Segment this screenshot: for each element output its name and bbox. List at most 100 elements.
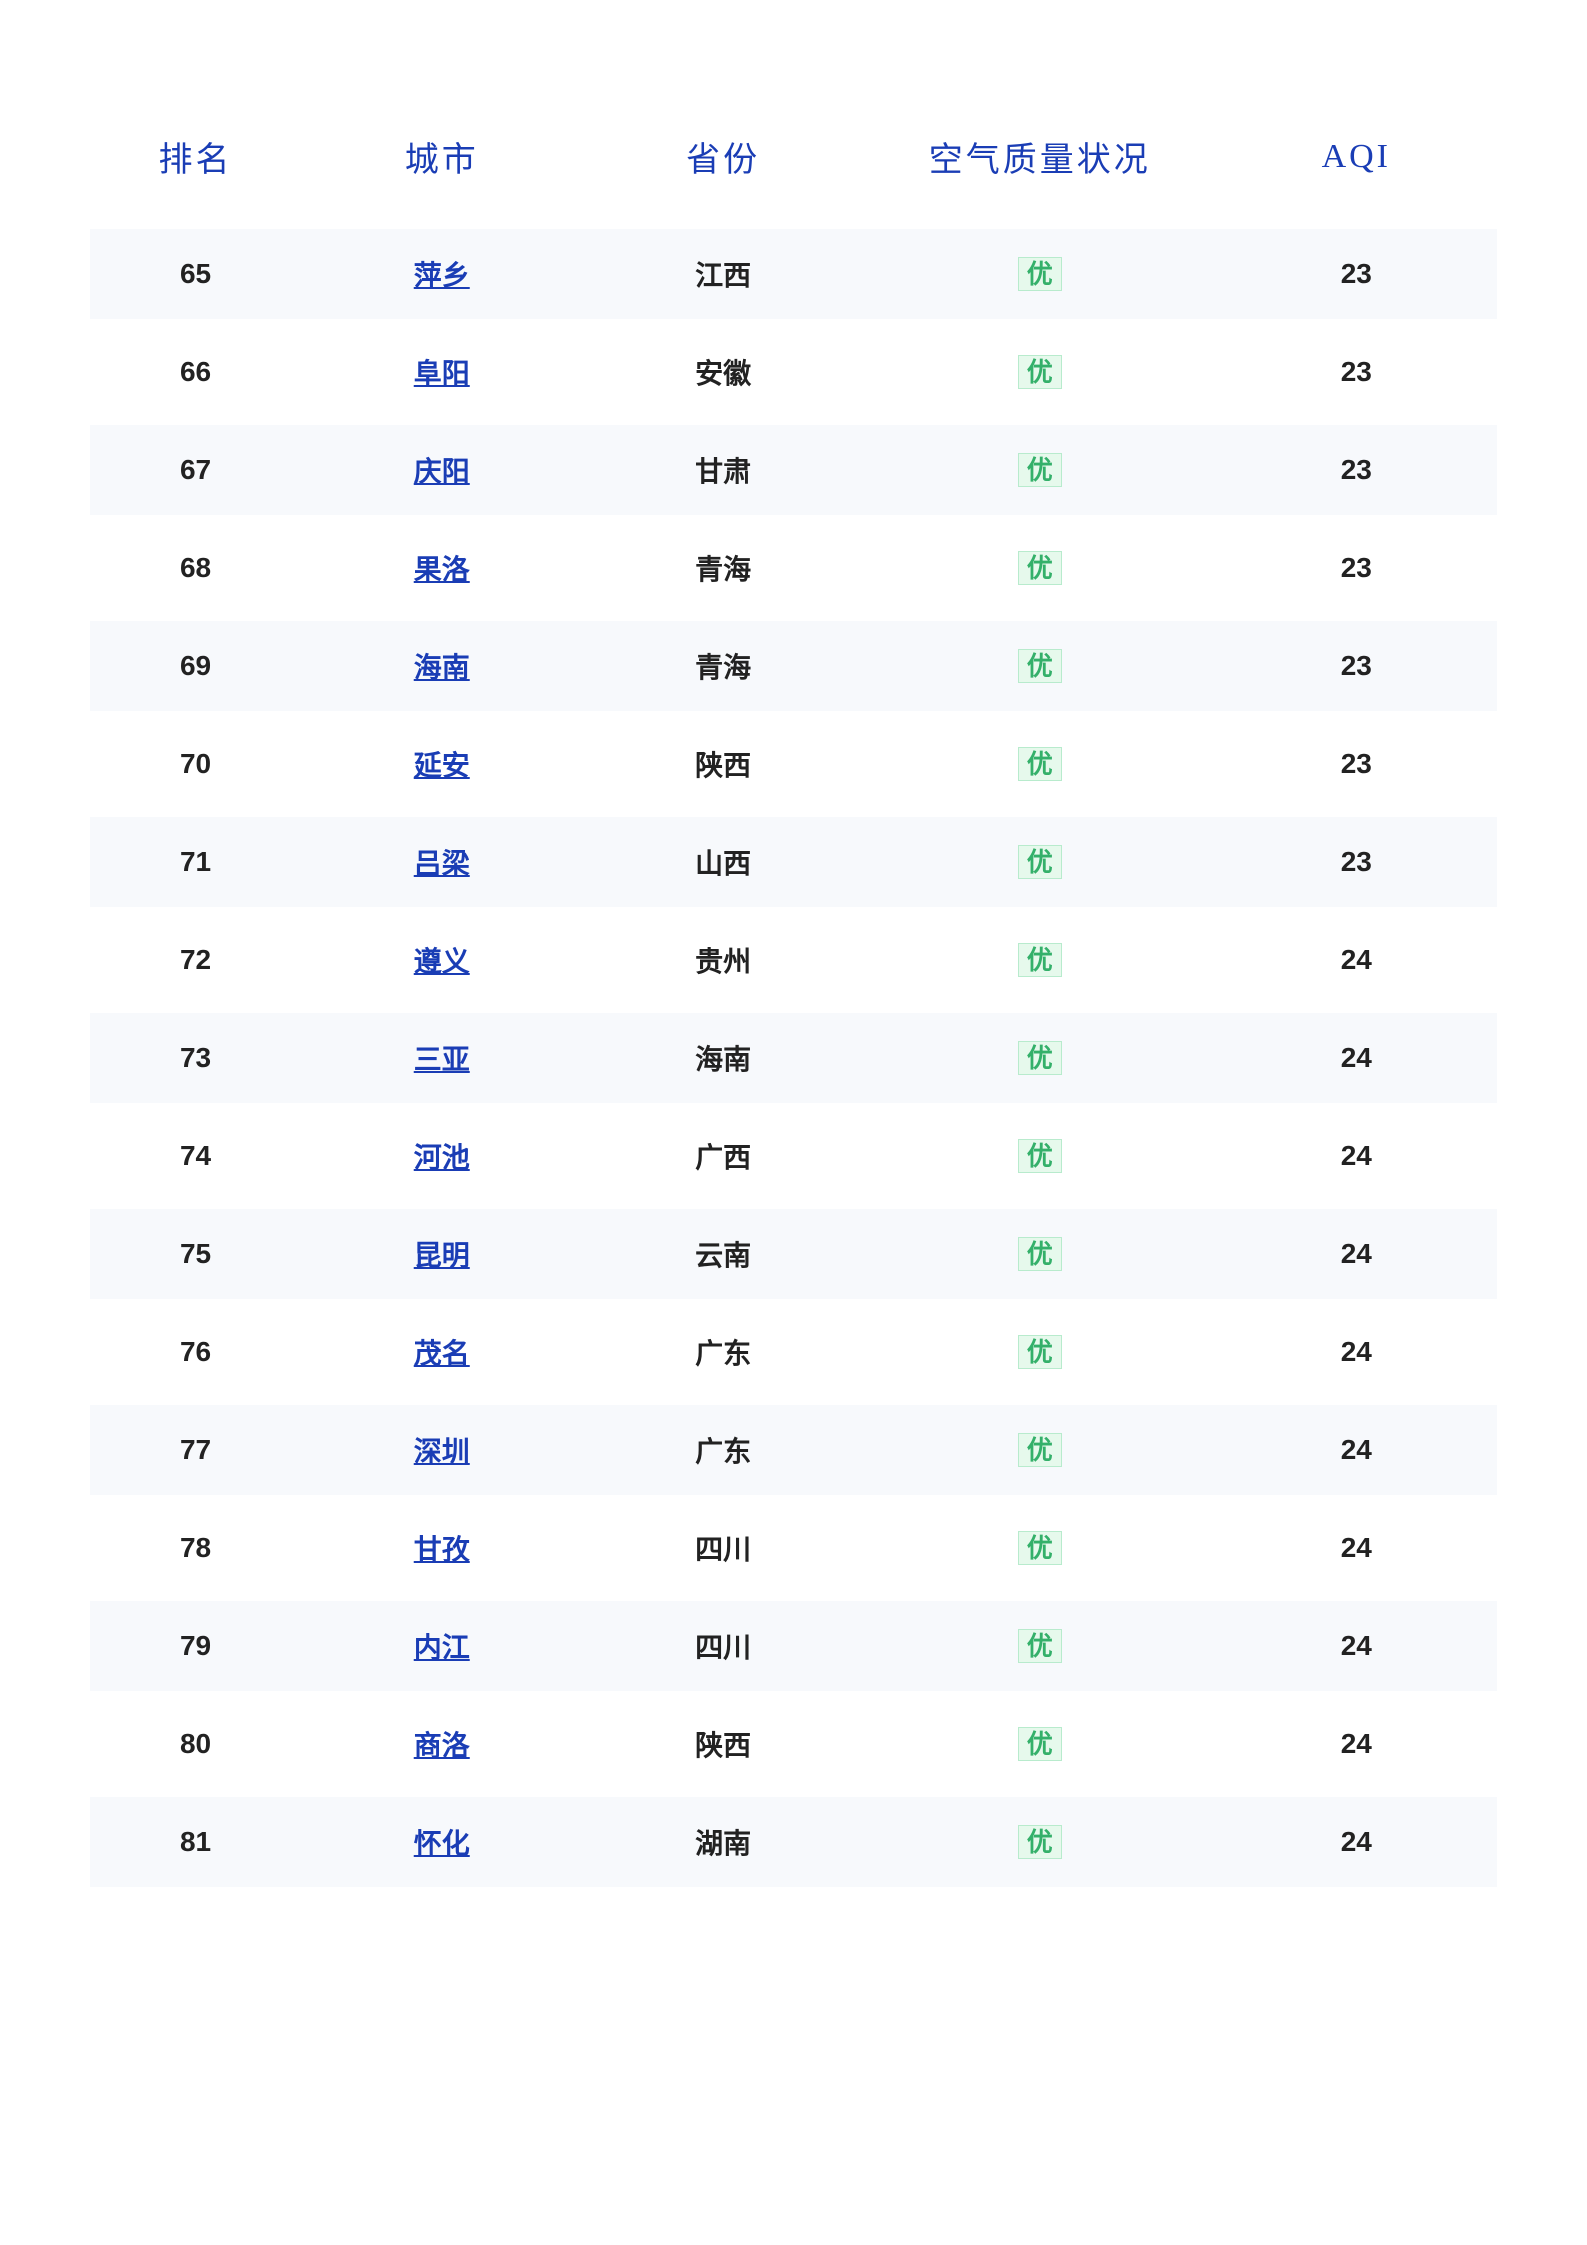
table-row: 67庆阳甘肃优23 [90,425,1497,515]
col-header-aqi: AQI [1216,108,1497,221]
cell-city: 果洛 [301,523,582,613]
cell-city: 河池 [301,1111,582,1201]
cell-aqi: 24 [1216,1405,1497,1495]
cell-aqi: 24 [1216,1601,1497,1691]
cell-province: 四川 [582,1503,863,1593]
city-link[interactable]: 海南 [414,652,470,683]
cell-aqi: 24 [1216,1503,1497,1593]
cell-province: 湖南 [582,1797,863,1887]
col-header-city: 城市 [301,108,582,221]
cell-rank: 66 [90,327,301,417]
quality-badge: 优 [1018,257,1062,292]
cell-city: 茂名 [301,1307,582,1397]
city-link[interactable]: 深圳 [414,1436,470,1467]
cell-aqi: 23 [1216,817,1497,907]
city-link[interactable]: 萍乡 [414,260,470,291]
cell-city: 甘孜 [301,1503,582,1593]
cell-quality: 优 [864,1405,1216,1495]
quality-badge: 优 [1018,1629,1062,1664]
cell-rank: 71 [90,817,301,907]
cell-aqi: 24 [1216,1307,1497,1397]
cell-city: 萍乡 [301,229,582,319]
table-row: 74河池广西优24 [90,1111,1497,1201]
table-row: 73三亚海南优24 [90,1013,1497,1103]
cell-quality: 优 [864,1307,1216,1397]
cell-province: 海南 [582,1013,863,1103]
cell-aqi: 23 [1216,621,1497,711]
table-row: 66 阜阳 安徽 优 23 [90,327,1497,417]
cell-province: 广东 [582,1405,863,1495]
cell-city: 阜阳 [301,327,582,417]
quality-badge: 优 [1018,551,1062,586]
cell-province: 四川 [582,1601,863,1691]
cell-quality: 优 [864,327,1216,417]
cell-province: 山西 [582,817,863,907]
quality-badge: 优 [1018,747,1062,782]
city-link[interactable]: 怀化 [414,1828,470,1859]
table-row: 77深圳广东优24 [90,1405,1497,1495]
quality-badge: 优 [1018,1825,1062,1860]
cell-aqi: 23 [1216,719,1497,809]
cell-city: 深圳 [301,1405,582,1495]
cell-rank: 74 [90,1111,301,1201]
cell-rank: 72 [90,915,301,1005]
cell-rank: 76 [90,1307,301,1397]
city-link[interactable]: 茂名 [414,1338,470,1369]
cell-province: 陕西 [582,719,863,809]
quality-badge: 优 [1018,1139,1062,1174]
table-header-row: 排名 城市 省份 空气质量状况 AQI [90,108,1497,221]
city-link[interactable]: 甘孜 [414,1534,470,1565]
table-row: 68果洛青海优23 [90,523,1497,613]
cell-quality: 优 [864,915,1216,1005]
cell-province: 江西 [582,229,863,319]
cell-quality: 优 [864,1209,1216,1299]
city-link[interactable]: 果洛 [414,554,470,585]
cell-quality: 优 [864,1699,1216,1789]
cell-city: 吕梁 [301,817,582,907]
quality-badge: 优 [1018,1041,1062,1076]
city-link[interactable]: 三亚 [414,1044,470,1075]
cell-province: 广东 [582,1307,863,1397]
city-link[interactable]: 内江 [414,1632,470,1663]
cell-city: 昆明 [301,1209,582,1299]
col-header-quality: 空气质量状况 [864,108,1216,221]
cell-quality: 优 [864,719,1216,809]
cell-aqi: 24 [1216,1013,1497,1103]
table-row: 81 怀化 湖南 优 24 [90,1797,1497,1887]
table-row: 79内江四川优24 [90,1601,1497,1691]
cell-province: 安徽 [582,327,863,417]
cell-aqi: 24 [1216,1209,1497,1299]
city-link[interactable]: 遵义 [414,946,470,977]
quality-badge: 优 [1018,355,1062,390]
cell-quality: 优 [864,1797,1216,1887]
city-link[interactable]: 河池 [414,1142,470,1173]
cell-province: 云南 [582,1209,863,1299]
city-link[interactable]: 延安 [414,750,470,781]
cell-quality: 优 [864,1503,1216,1593]
city-link[interactable]: 商洛 [414,1730,470,1761]
cell-province: 甘肃 [582,425,863,515]
cell-rank: 81 [90,1797,301,1887]
cell-aqi: 24 [1216,1797,1497,1887]
cell-rank: 65 [90,229,301,319]
quality-badge: 优 [1018,1433,1062,1468]
city-link[interactable]: 阜阳 [414,358,470,389]
city-link[interactable]: 吕梁 [414,848,470,879]
quality-badge: 优 [1018,943,1062,978]
cell-quality: 优 [864,621,1216,711]
cell-aqi: 23 [1216,327,1497,417]
col-header-rank: 排名 [90,108,301,221]
cell-rank: 78 [90,1503,301,1593]
quality-badge: 优 [1018,649,1062,684]
city-link[interactable]: 庆阳 [414,456,470,487]
city-link[interactable]: 昆明 [414,1240,470,1271]
cell-aqi: 24 [1216,1699,1497,1789]
quality-badge: 优 [1018,1237,1062,1272]
cell-quality: 优 [864,229,1216,319]
quality-badge: 优 [1018,1727,1062,1762]
aqi-ranking-table: 排名 城市 省份 空气质量状况 AQI 65萍乡江西优2366阜阳安徽优2367… [90,100,1497,1895]
cell-rank: 70 [90,719,301,809]
quality-badge: 优 [1018,453,1062,488]
cell-province: 陕西 [582,1699,863,1789]
table-row: 71吕梁山西优23 [90,817,1497,907]
